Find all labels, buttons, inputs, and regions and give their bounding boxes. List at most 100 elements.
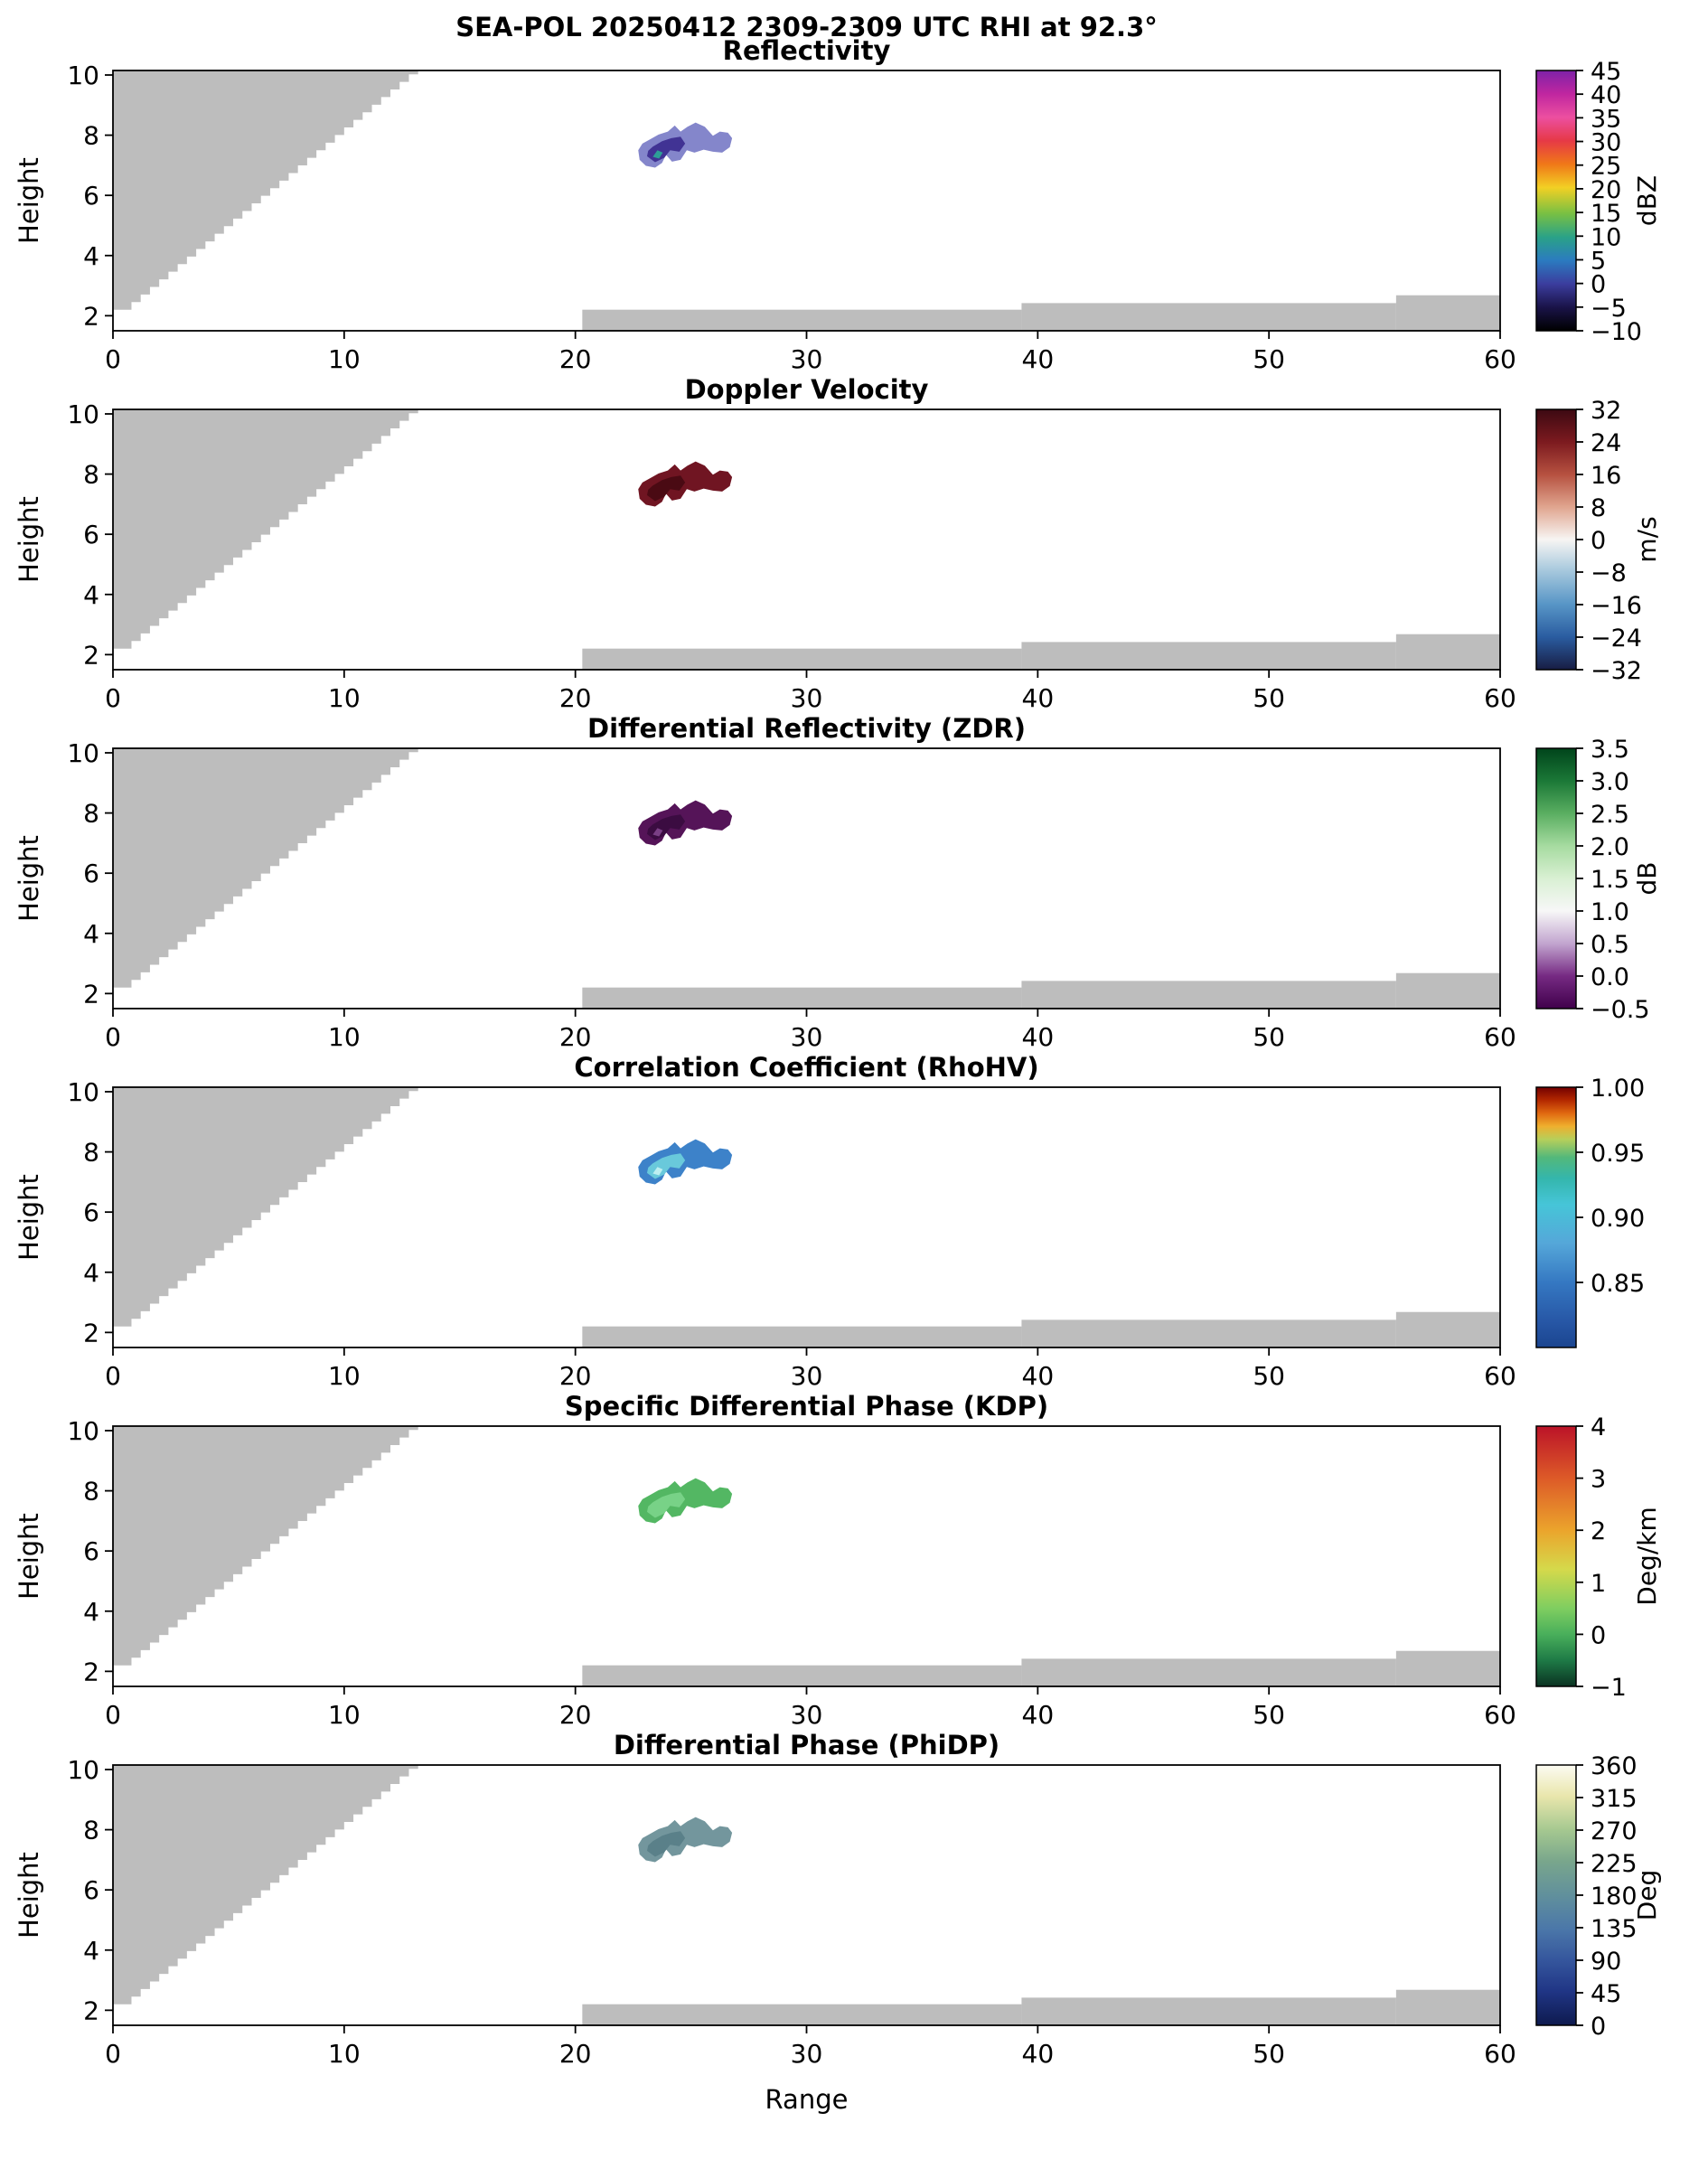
y-tick-label: 6 (83, 859, 99, 888)
colorbar-tick-label: 1.0 (1591, 898, 1629, 926)
colorbar-zdr (1535, 747, 1577, 1009)
x-tick-label: 30 (791, 1361, 823, 1391)
echo-inner-kdp (646, 1492, 686, 1518)
nodata-strip (1395, 1650, 1500, 1686)
y-tick-label: 4 (83, 241, 99, 271)
echo-spot-zdr (652, 828, 663, 837)
y-tick-label: 4 (83, 1936, 99, 1966)
x-tick-label: 40 (1022, 1022, 1055, 1052)
y-axis-label: Height (14, 835, 44, 922)
colorbar-tick-label: −10 (1591, 318, 1642, 346)
panel-rhohv: Correlation Coefficient (RhoHV)0 10 20 30 40… (14, 1052, 1645, 1391)
colorbar-tick-label: 20 (1591, 176, 1621, 204)
colorbar-tick-label: 8 (1591, 494, 1606, 522)
nodata-strip (582, 1665, 1022, 1686)
x-tick-label: 10 (328, 344, 361, 374)
colorbar-tick-label: −5 (1591, 295, 1627, 323)
colorbar-kdp (1535, 1425, 1577, 1687)
x-tick-label: 50 (1253, 1022, 1285, 1052)
y-tick-label: 2 (83, 301, 99, 331)
x-tick-label: 20 (559, 2039, 592, 2069)
nodata-strip (582, 309, 1022, 331)
nodata-strip (1021, 1319, 1396, 1347)
y-tick-label: 8 (83, 1477, 99, 1507)
y-tick-label: 8 (83, 799, 99, 829)
panel-title: Differential Reflectivity (ZDR) (587, 713, 1026, 744)
y-tick-label: 10 (67, 1077, 99, 1107)
nodata-strip (1021, 303, 1396, 331)
colorbar-tick-label: 40 (1591, 81, 1621, 109)
nodata-strip (1021, 642, 1396, 670)
figure-title: SEA-POL 20250412 2309-2309 UTC RHI at 92… (455, 12, 1158, 42)
x-tick-label: 0 (105, 344, 121, 374)
colorbar-tick-label: 2.0 (1591, 833, 1629, 861)
x-tick-label: 50 (1253, 344, 1285, 374)
colorbar-tick-label: 1.5 (1591, 866, 1629, 894)
colorbar-tick-label: 135 (1591, 1915, 1638, 1943)
colorbar-tick-label: 10 (1591, 223, 1621, 251)
x-tick-label: 10 (328, 1361, 361, 1391)
colorbar-tick-label: 45 (1591, 1980, 1621, 2008)
x-tick-label: 30 (791, 2039, 823, 2069)
y-tick-label: 4 (83, 919, 99, 949)
colorbar-tick-label: −32 (1591, 657, 1642, 685)
echo-spot-reflectivity (652, 150, 663, 159)
y-tick-label: 2 (83, 1995, 99, 2025)
x-tick-label: 0 (105, 1022, 121, 1052)
colorbar-tick-label: 90 (1591, 1948, 1621, 1976)
nodata-strip (1021, 1997, 1396, 2025)
y-axis-label: Height (14, 157, 44, 244)
colorbar-tick-label: 0.5 (1591, 931, 1629, 959)
x-axis-label: Range (765, 2084, 849, 2115)
x-tick-label: 40 (1022, 1361, 1055, 1391)
y-tick-label: 8 (83, 1138, 99, 1168)
colorbar-tick-label: 3.5 (1591, 736, 1629, 764)
x-tick-label: 10 (328, 1022, 361, 1052)
colorbar-tick-label: 0 (1591, 271, 1606, 299)
nodata-wedge (113, 1087, 418, 1327)
colorbar-tick-label: 0 (1591, 527, 1606, 555)
x-tick-label: 50 (1253, 1700, 1285, 1730)
nodata-wedge (113, 748, 418, 988)
x-tick-label: 60 (1484, 1700, 1516, 1730)
y-tick-label: 4 (83, 580, 99, 610)
panel-kdp: Specific Differential Phase (KDP) 0 10 20 30… (14, 1391, 1662, 1730)
nodata-wedge (113, 1426, 418, 1666)
colorbar-tick-label: 0 (1591, 1621, 1606, 1649)
y-tick-label: 6 (83, 1197, 99, 1227)
x-tick-label: 50 (1253, 2039, 1285, 2069)
colorbar-tick-label: −0.5 (1591, 996, 1650, 1024)
y-tick-label: 10 (67, 399, 99, 429)
y-tick-label: 6 (83, 1875, 99, 1905)
x-tick-label: 20 (559, 683, 592, 713)
y-tick-label: 2 (83, 1657, 99, 1686)
y-tick-label: 2 (83, 979, 99, 1009)
x-tick-label: 30 (791, 1022, 823, 1052)
colorbar-phidp (1535, 1764, 1577, 2026)
panel-title: Specific Differential Phase (KDP) (565, 1391, 1048, 1422)
plot-area-reflectivity (113, 70, 1500, 331)
x-tick-label: 0 (105, 683, 121, 713)
nodata-strip (582, 2004, 1022, 2025)
panel-title: Correlation Coefficient (RhoHV) (574, 1052, 1038, 1083)
colorbar-tick-label: −1 (1591, 1674, 1627, 1702)
x-tick-label: 40 (1022, 344, 1055, 374)
colorbar-tick-label: 2 (1591, 1517, 1606, 1545)
colorbar-tick-label: 0.90 (1591, 1205, 1645, 1233)
colorbar-tick-label: −8 (1591, 559, 1627, 587)
y-axis-label: Height (14, 1513, 44, 1600)
colorbar-tick-label: 15 (1591, 200, 1621, 228)
plot-area-doppler-velocity (113, 409, 1500, 670)
x-tick-label: 20 (559, 1700, 592, 1730)
colorbar-tick-label: 35 (1591, 105, 1621, 133)
x-tick-label: 10 (328, 1700, 361, 1730)
y-tick-label: 8 (83, 1816, 99, 1845)
colorbar-tick-label: −24 (1591, 624, 1642, 653)
colorbar-tick-label: 270 (1591, 1817, 1638, 1845)
x-tick-label: 30 (791, 1700, 823, 1730)
plot-area-zdr (113, 748, 1500, 1009)
y-tick-label: 10 (67, 738, 99, 768)
